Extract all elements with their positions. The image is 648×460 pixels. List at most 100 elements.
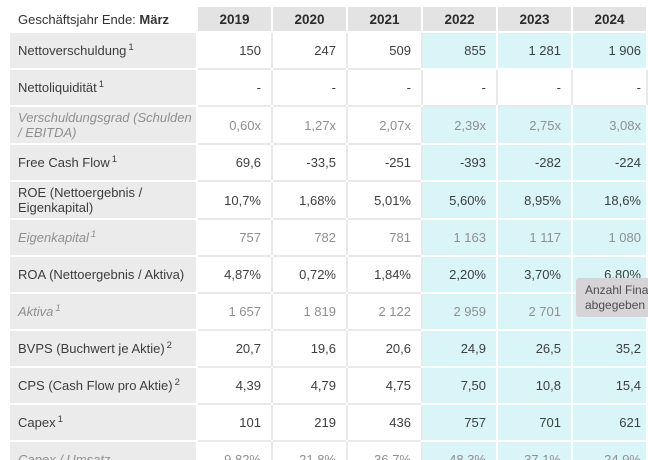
- value-cell: 0,60x: [198, 107, 271, 143]
- table-row: Nettoliquidität 1- - - - - -: [10, 70, 646, 105]
- value-cell: 1 163: [423, 220, 496, 255]
- value-cell: -: [198, 70, 271, 105]
- value-cell: 1 117: [498, 220, 571, 255]
- table-row: BVPS (Buchwert je Aktie) 2 20,7 19,6 20,6 24,…: [10, 331, 646, 366]
- table-row: Nettoverschuldung 1 150 247 509 855 1 281 1 906: [10, 33, 646, 68]
- value-cell: 247: [273, 33, 346, 68]
- fiscal-year-end-month: März: [139, 11, 170, 27]
- value-cell: -: [273, 70, 346, 105]
- row-label-text: ROE (Nettoergebnis / Eigenkapital): [18, 185, 143, 215]
- value-cell: 1 906: [573, 33, 646, 68]
- table-row: Capex / Umsatz 9,82% 21,8% 36,7% 48,3% 37,1% 2…: [10, 442, 646, 460]
- year-header: 2019: [198, 7, 271, 31]
- table-row: ROA (Nettoergebnis / Aktiva) 4,87% 0,72% 1,…: [10, 257, 646, 292]
- value-cell: 1 657: [198, 294, 271, 329]
- value-cell: 15,4: [573, 368, 646, 403]
- value-cell: 436: [348, 405, 421, 440]
- footnote-marker: 1: [55, 302, 61, 314]
- value-cell: 2,20%: [423, 257, 496, 292]
- value-cell: 19,6: [273, 331, 346, 366]
- value-cell: 69,6: [198, 145, 271, 180]
- value-cell: 701: [498, 405, 571, 440]
- value-cell: 2 701: [498, 294, 571, 329]
- row-label-text: BVPS (Buchwert je Aktie): [18, 341, 165, 356]
- value-cell: 2,39x: [423, 107, 496, 143]
- row-label: BVPS (Buchwert je Aktie) 2: [10, 331, 196, 366]
- value-cell: 1,27x: [273, 107, 346, 143]
- row-label: Capex / Umsatz: [10, 442, 196, 460]
- value-cell: 1,68%: [273, 182, 346, 218]
- year-header: 2021: [348, 7, 421, 31]
- year-header: 2020: [273, 7, 346, 31]
- value-cell: 1 080: [573, 220, 646, 255]
- row-label: Free Cash Flow 1: [10, 145, 196, 180]
- value-cell: 20,6: [348, 331, 421, 366]
- table-row: Aktiva 1 1 657 1 819 2 122 2 959 2 701: [10, 294, 646, 329]
- footnote-marker: 1: [128, 41, 134, 53]
- value-cell: -251: [348, 145, 421, 180]
- header-row: Geschäftsjahr Ende: März 2019 2020 2021 202…: [10, 7, 646, 31]
- footnote-marker: 2: [166, 339, 172, 351]
- value-cell: 21,8%: [273, 442, 346, 460]
- year-header: 2024: [573, 7, 646, 31]
- footnote-marker: 1: [57, 413, 63, 425]
- value-cell: 48,3%: [423, 442, 496, 460]
- value-cell: 101: [198, 405, 271, 440]
- tooltip-line: abgegeben ha: [585, 297, 648, 312]
- footnote-marker: 2: [174, 376, 180, 388]
- value-cell: -224: [573, 145, 646, 180]
- footnote-marker: 1: [98, 78, 105, 90]
- fiscal-year-end-label: Geschäftsjahr Ende: März: [10, 7, 196, 31]
- value-cell: 26,5: [498, 331, 571, 366]
- value-cell: -282: [498, 145, 571, 180]
- value-cell: -: [348, 70, 421, 105]
- row-label: Verschuldungsgrad (Schulden / EBITDA): [10, 107, 196, 143]
- table-row: Capex 1 101 219 436 757 701 621: [10, 405, 646, 440]
- value-cell: 782: [273, 220, 346, 255]
- value-cell: 35,2: [573, 331, 646, 366]
- row-label-text: Capex / Umsatz: [18, 452, 111, 460]
- value-cell: 3,70%: [498, 257, 571, 292]
- row-label-text: Verschuldungsgrad (Schulden / EBITDA): [18, 110, 192, 140]
- footnote-marker: 1: [90, 228, 97, 240]
- year-header: 2023: [498, 7, 571, 31]
- row-label-text: ROA (Nettoergebnis / Aktiva): [18, 267, 185, 282]
- value-cell: 20,7: [198, 331, 271, 366]
- value-cell: 3,08x: [573, 107, 646, 143]
- value-cell: 18,6%: [573, 182, 646, 218]
- value-cell: 4,79: [273, 368, 346, 403]
- value-cell: 8,95%: [498, 182, 571, 218]
- value-cell: 2 959: [423, 294, 496, 329]
- value-cell: -: [498, 70, 571, 105]
- table-row: Verschuldungsgrad (Schulden / EBITDA) 0,6…: [10, 107, 646, 143]
- financials-table: Geschäftsjahr Ende: März 2019 2020 2021 202…: [8, 5, 648, 460]
- value-cell: 5,60%: [423, 182, 496, 218]
- value-cell: 2,07x: [348, 107, 421, 143]
- value-cell: 24,9: [423, 331, 496, 366]
- value-cell: -: [423, 70, 496, 105]
- table-row: Eigenkapital 1 757 782 781 1 163 1 117 1 080: [10, 220, 646, 255]
- row-label-text: Aktiva: [18, 304, 54, 319]
- value-cell: -33,5: [273, 145, 346, 180]
- table-row: CPS (Cash Flow pro Aktie) 2 4,39 4,79 4,75 7,…: [10, 368, 646, 403]
- row-label: ROA (Nettoergebnis / Aktiva): [10, 257, 196, 292]
- row-label: Capex 1: [10, 405, 196, 440]
- value-cell: 0,72%: [273, 257, 346, 292]
- row-label-text: Free Cash Flow: [18, 155, 110, 170]
- row-label: Aktiva 1: [10, 294, 196, 329]
- value-cell: 1,84%: [348, 257, 421, 292]
- footnote-marker: 1: [111, 153, 118, 165]
- value-cell: 150: [198, 33, 271, 68]
- tooltip-line: Anzahl Finanza: [585, 283, 648, 297]
- value-cell: 37,1%: [498, 442, 571, 460]
- value-cell: 2 122: [348, 294, 421, 329]
- value-cell: -393: [423, 145, 496, 180]
- value-cell: 10,8: [498, 368, 571, 403]
- value-cell: -: [573, 70, 646, 105]
- table-row: ROE (Nettoergebnis / Eigenkapital) 10,7% 1…: [10, 182, 646, 218]
- value-cell: 757: [198, 220, 271, 255]
- table-row: Free Cash Flow 1 69,6 -33,5 -251 -393 -282 -224: [10, 145, 646, 180]
- value-cell: 4,75: [348, 368, 421, 403]
- value-cell: 5,01%: [348, 182, 421, 218]
